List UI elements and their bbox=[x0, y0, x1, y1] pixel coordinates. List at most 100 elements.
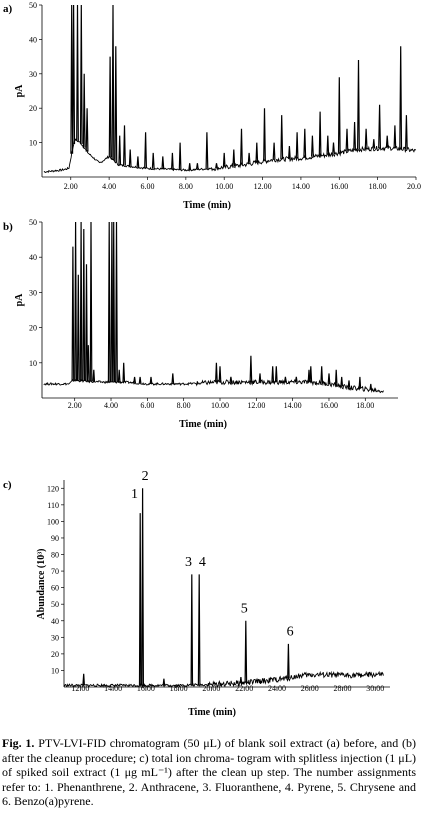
peak-mark bbox=[74, 221, 77, 381]
peak-number-label: 4 bbox=[199, 555, 206, 570]
peak-mark bbox=[138, 513, 142, 686]
peak-mark bbox=[288, 145, 291, 159]
peak-mark bbox=[218, 366, 222, 383]
x-axis-label: Time (min) bbox=[179, 419, 227, 430]
x-tick-label: 6.00 bbox=[140, 401, 154, 410]
peak-mark bbox=[70, 4, 74, 154]
peak-mark bbox=[303, 128, 307, 158]
peak-mark bbox=[405, 115, 408, 150]
peak-mark bbox=[171, 152, 174, 170]
peak-mark bbox=[353, 121, 356, 151]
peak-mark bbox=[327, 373, 331, 384]
peak-number-label: 1 bbox=[131, 487, 138, 502]
peak-mark bbox=[287, 643, 290, 679]
y-axis-label: pA bbox=[14, 84, 25, 98]
x-tick-label: 16.00 bbox=[330, 182, 348, 191]
peak-mark bbox=[369, 383, 373, 390]
peak-mark bbox=[79, 221, 83, 381]
peak-mark bbox=[309, 366, 313, 383]
panel-a-chromatogram: a) 10 20 30 40 50 2.00 4.00 6.00 8.00 10.00 12.00 14… bbox=[3, 1, 421, 211]
y-tick-label: 110 bbox=[47, 501, 59, 510]
x-tick-label: 14.00 bbox=[292, 182, 310, 191]
peak-mark bbox=[144, 132, 147, 169]
figure-caption: Fig. 1. PTV-LVI-FID chromatogram (50 μL)… bbox=[2, 736, 416, 809]
x-tick-label: 4.00 bbox=[102, 182, 116, 191]
x-tick-label: 20.00 bbox=[202, 684, 220, 693]
baseline-trace bbox=[43, 138, 417, 174]
peak-mark bbox=[239, 677, 243, 684]
peak-mark bbox=[171, 373, 175, 384]
peak-mark bbox=[284, 376, 287, 383]
peak-mark bbox=[107, 221, 111, 383]
peak-mark bbox=[114, 46, 118, 163]
peak-mark bbox=[258, 373, 262, 383]
y-axis-label: Abundance (10³) bbox=[36, 548, 47, 619]
peak-mark bbox=[76, 274, 80, 381]
caption-line-5: Phenanthrene, 2. Anthracene, 3. Fluorant… bbox=[56, 779, 396, 794]
peak-mark bbox=[320, 366, 324, 384]
panel-c-total-ion-chromatogram: c) 10 20 30 40 50 60 70 80 90 100 110 120 12.00 14.00 1… bbox=[3, 469, 390, 718]
peak-mark bbox=[307, 369, 311, 383]
y-tick-label: 120 bbox=[47, 484, 59, 493]
peak-mark bbox=[215, 163, 218, 169]
peak-mark bbox=[378, 104, 381, 149]
x-tick-label: 10.00 bbox=[215, 182, 233, 191]
y-tick-label: 20 bbox=[29, 104, 37, 113]
x-tick-label: 16.00 bbox=[320, 401, 338, 410]
x-tick-label: 10.00 bbox=[211, 401, 229, 410]
peak-mark bbox=[108, 56, 112, 158]
peak-mark bbox=[190, 574, 194, 686]
peak-number-label: 2 bbox=[142, 469, 149, 484]
peak-mark bbox=[151, 152, 155, 169]
panel-letter: a) bbox=[3, 3, 13, 15]
peak-mark bbox=[295, 132, 299, 159]
peak-mark bbox=[232, 149, 236, 167]
peak-number-label: 3 bbox=[185, 555, 192, 570]
x-tick-label: 18.00 bbox=[170, 684, 188, 693]
peak-mark bbox=[274, 366, 278, 383]
peak-mark bbox=[334, 369, 338, 386]
x-tick-label: 8.00 bbox=[177, 401, 191, 410]
x-axis-label: Time (min) bbox=[188, 707, 236, 718]
caption-line-1: PTV-LVI-FID chromatogram (50 μL) of blan… bbox=[38, 736, 323, 750]
x-tick-label: 18.00 bbox=[356, 401, 374, 410]
baseline-trace bbox=[43, 378, 384, 394]
peak-mark bbox=[85, 264, 88, 382]
x-tick-label: 12.00 bbox=[71, 684, 89, 693]
y-tick-label: 20 bbox=[51, 650, 59, 659]
y-tick-label: 60 bbox=[51, 584, 59, 593]
caption-label: Fig. 1. bbox=[2, 736, 35, 750]
peak-mark bbox=[136, 156, 140, 168]
y-tick-label: 10 bbox=[51, 666, 59, 675]
peak-mark bbox=[244, 620, 248, 683]
x-tick-label: 14.00 bbox=[284, 401, 302, 410]
peak-mark bbox=[111, 4, 115, 160]
peak-mark bbox=[86, 345, 90, 382]
panel-letter: c) bbox=[3, 479, 12, 491]
peak-mark bbox=[229, 376, 233, 383]
peak-mark bbox=[263, 108, 266, 162]
y-tick-label: 40 bbox=[51, 617, 59, 626]
peak-mark bbox=[345, 128, 349, 152]
x-axis-label: Time (min) bbox=[183, 200, 231, 211]
caption-line-4: mL⁻¹) after the clean up step. The numbe… bbox=[2, 765, 416, 794]
x-tick-label: 30.00 bbox=[366, 684, 384, 693]
peak-mark bbox=[399, 46, 403, 150]
peak-mark bbox=[115, 221, 118, 383]
peak-mark bbox=[133, 376, 136, 383]
x-tick-label: 2.00 bbox=[68, 401, 82, 410]
y-tick-label: 90 bbox=[51, 534, 59, 543]
peak-mark bbox=[138, 376, 142, 384]
peak-mark bbox=[178, 142, 182, 170]
y-tick-label: 10 bbox=[29, 359, 37, 368]
panel-b-chromatogram: b) 10 20 30 40 50 2.00 4.00 6.00 8.00 10.00 12.00 14… bbox=[3, 218, 398, 430]
peak-mark bbox=[358, 376, 362, 389]
peak-mark bbox=[215, 362, 218, 383]
y-tick-label: 50 bbox=[51, 600, 59, 609]
y-tick-label: 30 bbox=[51, 633, 59, 642]
y-tick-label: 80 bbox=[51, 551, 59, 560]
baseline-trace bbox=[63, 670, 384, 688]
x-tick-label: 16.00 bbox=[137, 684, 155, 693]
caption-line-6: and 6. Benzo(a)pyrene. bbox=[2, 779, 417, 809]
